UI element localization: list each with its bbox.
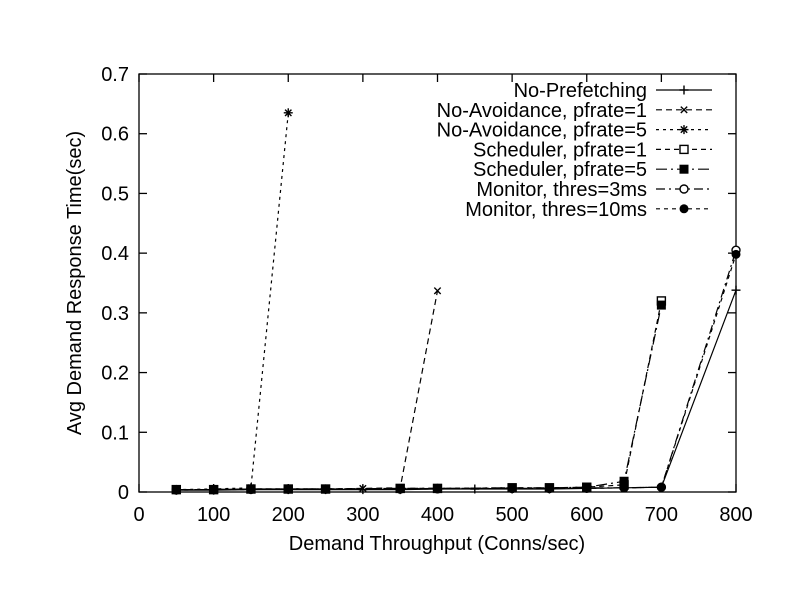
legend-label: Scheduler, pfrate=5 (473, 159, 647, 181)
y-tick-label: 0 (118, 482, 129, 504)
series-line (176, 254, 737, 491)
legend-item: Monitor, thres=3ms (476, 179, 712, 201)
marker-circle-filled (544, 483, 554, 493)
marker-circle-filled (246, 485, 256, 495)
marker-square-filled (679, 164, 689, 174)
marker-circle-filled (731, 249, 741, 259)
series-monitor-thres-10ms (171, 249, 741, 495)
marker-circle-filled (283, 484, 293, 494)
x-tick-label: 700 (645, 504, 678, 526)
marker-asterisk (679, 125, 689, 135)
marker-circle-filled (395, 484, 405, 494)
x-tick-label: 300 (346, 504, 379, 526)
y-axis-label: Avg Demand Response Time(sec) (64, 130, 86, 436)
y-tick-label: 0.5 (101, 183, 129, 205)
marker-square-filled (656, 300, 666, 310)
marker-circle-filled (209, 485, 219, 495)
series-no-prefetching (171, 285, 741, 495)
series-monitor-thres-3ms (171, 245, 741, 495)
marker-circle-open (679, 184, 689, 194)
series-line (176, 300, 662, 491)
marker-asterisk (283, 108, 293, 118)
x-tick-label: 0 (133, 504, 144, 526)
marker-square-filled (619, 476, 629, 486)
series-no-avoidance-pfrate-1 (172, 287, 442, 494)
marker-circle-filled (507, 483, 517, 493)
x-tick-label: 200 (272, 504, 305, 526)
series-scheduler-pfrate-1 (171, 296, 667, 495)
x-tick-label: 400 (421, 504, 454, 526)
y-tick-label: 0.2 (101, 363, 129, 385)
y-tick-label: 0.6 (101, 124, 129, 146)
y-tick-label: 0.7 (101, 64, 129, 86)
series-line (176, 304, 662, 491)
x-axis-label: Demand Throughput (Conns/sec) (288, 533, 586, 555)
x-tick-label: 600 (570, 504, 603, 526)
legend-item: Scheduler, pfrate=1 (473, 139, 712, 161)
legend-label: Monitor, thres=3ms (476, 179, 647, 201)
legend-item: No-Avoidance, pfrate=1 (437, 100, 712, 122)
y-tick-label: 0.3 (101, 303, 129, 325)
legend-label: No-Prefetching (514, 80, 647, 102)
series-line (176, 112, 289, 491)
series-no-avoidance-pfrate-5 (171, 108, 293, 495)
y-ticks: 0 0.1 0.2 0.3 0.4 0.5 0.6 0.7 (101, 64, 736, 504)
series-scheduler-pfrate-5 (171, 300, 666, 495)
marker-square-open (679, 144, 689, 155)
marker-plus (679, 85, 689, 95)
legend-item: Scheduler, pfrate=5 (473, 159, 712, 181)
marker-cross (433, 287, 442, 295)
y-tick-label: 0.1 (101, 422, 129, 444)
legend-label: Monitor, thres=10ms (465, 199, 647, 221)
y-tick-label: 0.4 (101, 243, 129, 265)
marker-plus (358, 485, 368, 495)
marker-circle-filled (171, 485, 181, 495)
marker-circle-filled (619, 483, 629, 493)
marker-circle-filled (433, 484, 442, 494)
x-tick-label: 800 (719, 504, 752, 526)
series-line (176, 289, 737, 491)
series-line (176, 250, 737, 491)
legend-item: Monitor, thres=10ms (465, 199, 712, 221)
x-tick-label: 500 (495, 504, 528, 526)
x-tick-label: 100 (197, 504, 230, 526)
legend-item: No-Prefetching (514, 80, 712, 102)
marker-circle-filled (656, 482, 666, 492)
series-line (176, 290, 439, 491)
legend-label: No-Avoidance, pfrate=5 (437, 120, 647, 142)
marker-circle-filled (321, 484, 331, 494)
marker-circle-filled (582, 483, 592, 493)
marker-circle-filled (679, 204, 689, 214)
legend-item: No-Avoidance, pfrate=5 (437, 120, 712, 142)
legend-label: Scheduler, pfrate=1 (473, 139, 647, 161)
marker-plus (731, 285, 741, 295)
marker-cross (680, 106, 688, 114)
legend-label: No-Avoidance, pfrate=1 (437, 100, 647, 122)
